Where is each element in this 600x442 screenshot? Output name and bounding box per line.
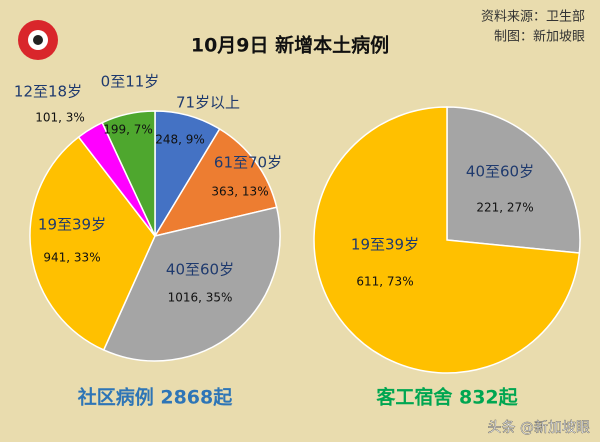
source: 资料来源：卫生部 [481, 10, 585, 25]
slice-label: 19至39岁 [38, 216, 106, 234]
value-label: 611, 73% [356, 275, 413, 289]
pie-caption: 社区病例 2868起 [77, 386, 233, 409]
slice-label: 71岁以上 [176, 94, 240, 112]
slice-label: 40至60岁 [166, 261, 234, 279]
chart-title: 10月9日 新增本土病例 [191, 34, 389, 57]
value-label: 199, 7% [103, 123, 153, 137]
pie-slice [446, 106, 581, 254]
slice-label: 61至70岁 [214, 154, 282, 172]
pie-slice [153, 127, 278, 238]
pie-slice [102, 206, 281, 362]
credit: 制图：新加坡眼 [494, 29, 585, 45]
value-label: 363, 13% [211, 185, 268, 199]
slice-label: 19至39岁 [351, 236, 419, 254]
pie-slice [313, 106, 581, 374]
pie-slice [29, 135, 156, 351]
value-label: 1016, 35% [168, 291, 233, 305]
slice-label: 0至11岁 [101, 73, 160, 91]
slice-label: 40至60岁 [466, 163, 534, 181]
pie-slice [101, 110, 156, 237]
value-label: 221, 27% [476, 201, 533, 215]
slice-label: 12至18岁 [14, 83, 82, 101]
value-label: 101, 3% [35, 111, 85, 125]
watermark: 头条 @新加坡眼 [488, 419, 590, 436]
value-label: 941, 33% [43, 251, 100, 265]
logo-pupil [33, 35, 43, 45]
pie-caption: 客工宿舍 832起 [376, 386, 518, 409]
value-label: 248, 9% [155, 133, 205, 147]
